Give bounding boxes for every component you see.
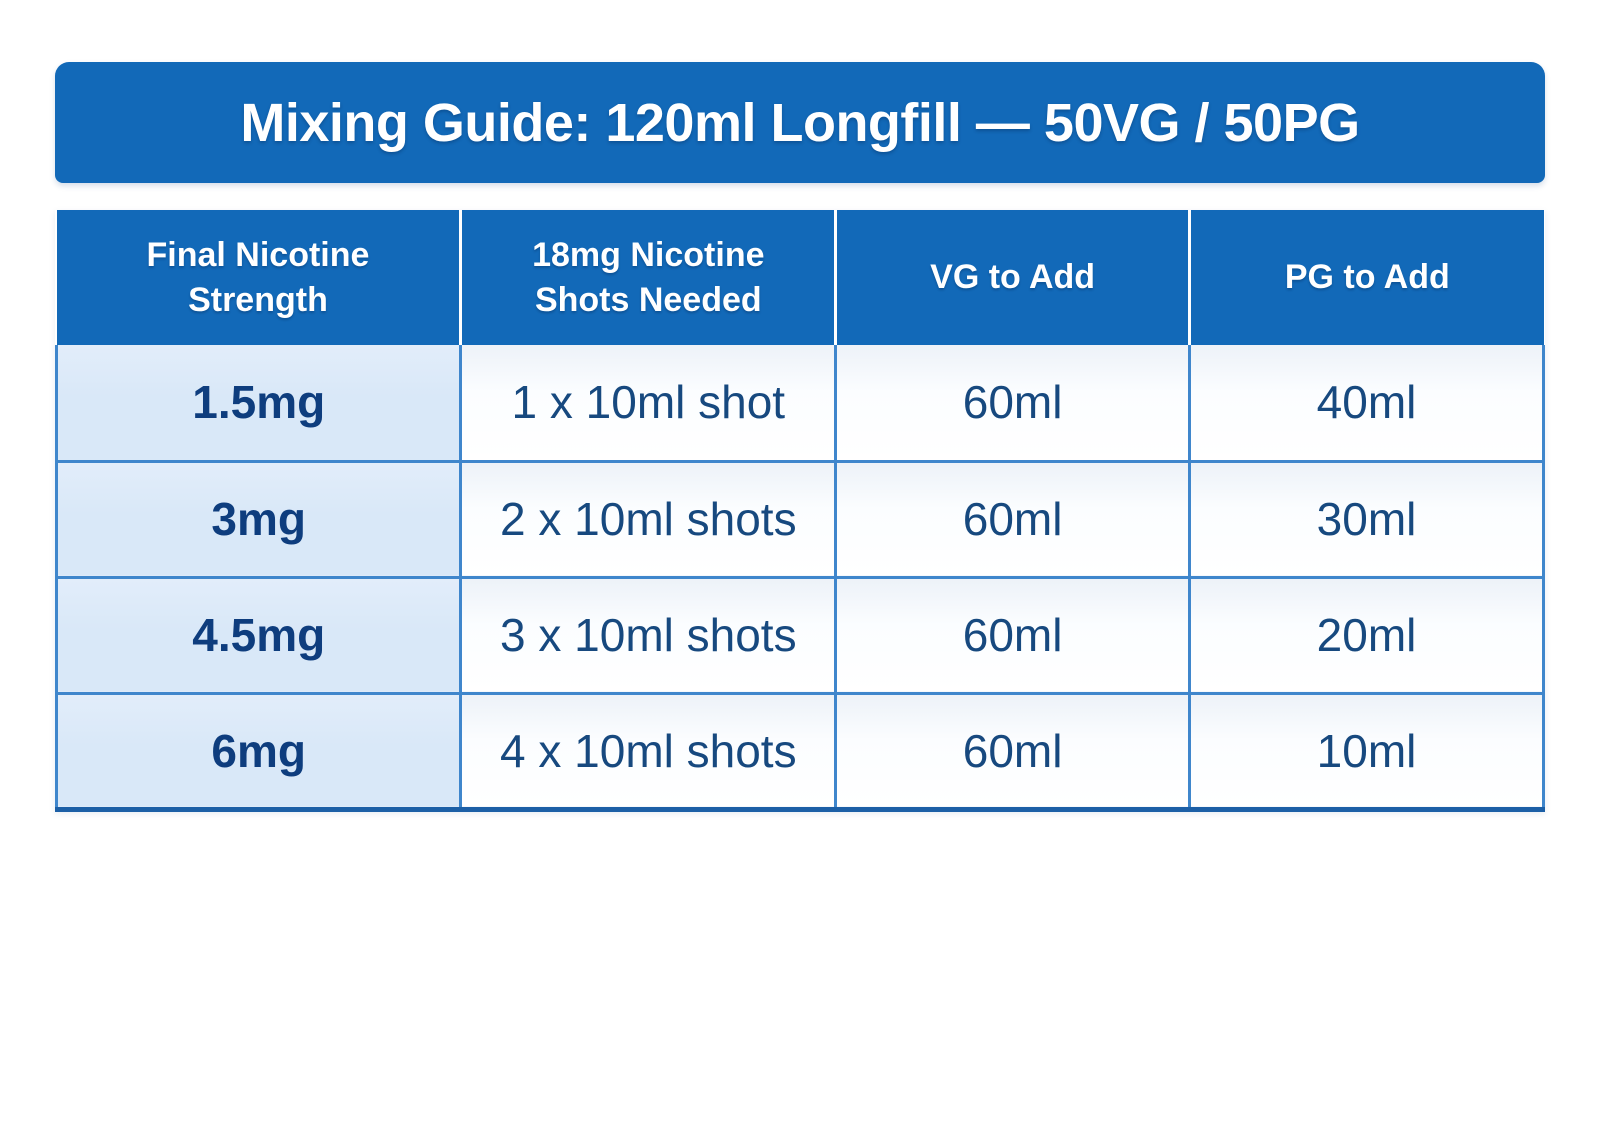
column-header-label: 18mg Nicotine Shots Needed	[532, 236, 765, 319]
table-row: 6mg 4 x 10ml shots 60ml 10ml	[54, 691, 1545, 812]
cell-final-strength: 1.5mg	[54, 345, 463, 463]
table-row: 3mg 2 x 10ml shots 60ml 30ml	[54, 459, 1545, 579]
mixing-table: Final Nicotine Strength 18mg Nicotine Sh…	[54, 210, 1545, 812]
cell-vg-to-add: 60ml	[834, 691, 1192, 812]
title-table-gap	[55, 183, 1545, 210]
cell-pg-to-add: 20ml	[1188, 575, 1545, 695]
column-header-pg-to-add: PG to Add	[1188, 210, 1544, 345]
table-row: 4.5mg 3 x 10ml shots 60ml 20ml	[54, 575, 1545, 695]
header-row: Final Nicotine Strength 18mg Nicotine Sh…	[56, 210, 1544, 345]
table-row: 1.5mg 1 x 10ml shot 60ml 40ml	[54, 345, 1545, 463]
title-bar: Mixing Guide: 120ml Longfill — 50VG / 50…	[55, 62, 1545, 183]
cell-vg-to-add: 60ml	[834, 575, 1192, 695]
cell-shots-needed: 4 x 10ml shots	[459, 691, 838, 812]
cell-pg-to-add: 10ml	[1188, 691, 1545, 812]
column-header-label: Final Nicotine Strength	[146, 236, 370, 319]
column-header-label: PG to Add	[1284, 258, 1450, 297]
column-header-label: VG to Add	[930, 258, 1096, 297]
cell-final-strength: 3mg	[54, 459, 463, 579]
column-header-vg-to-add: VG to Add	[834, 210, 1190, 345]
column-header-final-nicotine-strength: Final Nicotine Strength	[56, 210, 461, 345]
cell-pg-to-add: 30ml	[1188, 459, 1545, 579]
cell-pg-to-add: 40ml	[1188, 345, 1545, 463]
cell-vg-to-add: 60ml	[834, 459, 1192, 579]
mixing-guide-card: Mixing Guide: 120ml Longfill — 50VG / 50…	[54, 62, 1545, 812]
column-header-shots-needed: 18mg Nicotine Shots Needed	[459, 210, 836, 345]
cell-vg-to-add: 60ml	[834, 345, 1192, 463]
cell-final-strength: 6mg	[54, 691, 463, 812]
cell-shots-needed: 2 x 10ml shots	[459, 459, 838, 579]
cell-shots-needed: 1 x 10ml shot	[459, 345, 838, 463]
cell-shots-needed: 3 x 10ml shots	[459, 575, 838, 695]
page-title: Mixing Guide: 120ml Longfill — 50VG / 50…	[240, 92, 1360, 153]
cell-final-strength: 4.5mg	[54, 575, 463, 695]
